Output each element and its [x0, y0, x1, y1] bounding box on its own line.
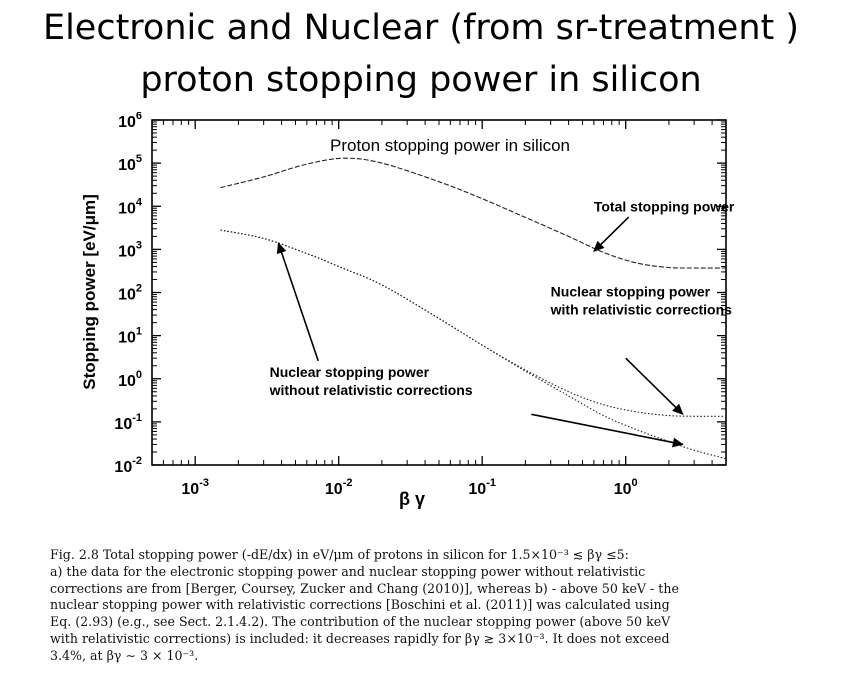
annotation-label: Nuclear stopping power: [551, 284, 711, 300]
annotation-arrow: [531, 413, 684, 448]
y-tick-label: 103: [118, 239, 142, 260]
series-line-2: [220, 229, 727, 417]
x-tick-label: 10-2: [325, 477, 353, 498]
y-tick-label: 101: [118, 326, 142, 347]
chart-title: Proton stopping power in silicon: [330, 136, 570, 155]
slide-title: Electronic and Nuclear (from sr-treatmen…: [0, 2, 842, 106]
x-tick-label: 10-3: [181, 477, 209, 498]
caption-line: Fig. 2.8 Total stopping power (-dE/dx) i…: [50, 547, 629, 562]
y-tick-label: 100: [118, 369, 142, 390]
figure-caption: Fig. 2.8 Total stopping power (-dE/dx) i…: [50, 547, 802, 665]
y-tick-label: 105: [118, 153, 142, 174]
annotation-arrow: [276, 242, 319, 362]
y-tick-label: 106: [118, 112, 142, 131]
x-axis-label: β γ: [399, 489, 425, 509]
series-line-1: [220, 157, 727, 269]
caption-line: corrections are from [Berger, Coursey, Z…: [50, 580, 679, 596]
annotation-arrow: [593, 216, 630, 253]
caption-line: a) the data for the electronic stopping …: [50, 563, 646, 579]
slide-title-line-2: proton stopping power in silicon: [140, 60, 702, 100]
caption-line: 3.4%, at βγ ∼ 3 × 10⁻³.: [50, 647, 199, 663]
stopping-power-chart: 10-2 10-1 100 101 102 103 104 105 106 10-3 10-2 10-…: [80, 112, 735, 509]
y-tick-label: 104: [118, 196, 143, 217]
caption-line: nuclear stopping power with relativistic…: [50, 597, 670, 613]
x-tick-label: 10-1: [468, 477, 496, 498]
x-tick-label: 100: [614, 477, 638, 498]
caption-line: with relativistic corrections) is includ…: [50, 630, 670, 646]
y-tick-label: 102: [118, 283, 142, 304]
y-axis-label: Stopping power [eV/μm]: [80, 194, 99, 390]
y-tick-label: 10-2: [114, 455, 142, 476]
slide-title-line-1: Electronic and Nuclear (from sr-treatmen…: [42, 8, 800, 48]
annotation-label: Nuclear stopping power: [270, 364, 430, 380]
series-line-3: [220, 229, 727, 460]
y-tick-label: 10-1: [114, 412, 142, 433]
annotation-label: Total stopping power: [594, 199, 735, 215]
annotation-arrow: [625, 357, 684, 415]
caption-line: Eq. (2.93) (e.g., see Sect. 2.1.4.2). Th…: [50, 614, 671, 630]
annotation-label: without relativistic corrections: [269, 382, 473, 398]
annotation-label: with relativistic corrections: [550, 302, 732, 318]
